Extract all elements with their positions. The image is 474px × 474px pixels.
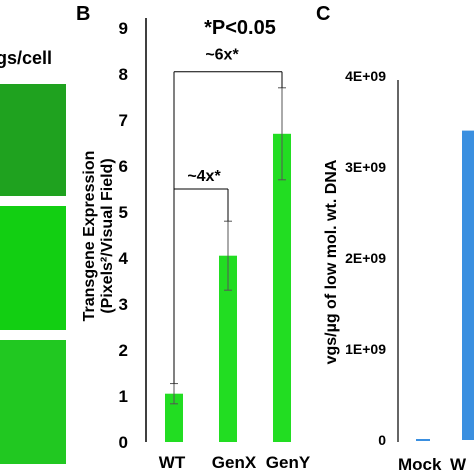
y-tick-label-b: 9 — [119, 19, 128, 38]
y-axis-label-line2: (Pixels²/Visual Field) — [99, 158, 116, 313]
panel-a-header: gs/cell — [0, 48, 52, 68]
fold-label-genx: ~4x* — [187, 168, 221, 185]
micrograph-bottom — [0, 340, 66, 464]
significance-label: *P<0.05 — [204, 17, 276, 39]
bars-b — [165, 87, 291, 443]
bar-w — [462, 130, 474, 440]
y-tick-label-c: 2E+09 — [345, 250, 386, 266]
panel-b: B 0 1 2 3 4 5 6 7 8 9 Transgene Expression (Pixel… — [76, 3, 311, 472]
micrograph-middle — [0, 206, 66, 330]
y-tick-label-b: 3 — [119, 295, 128, 314]
y-tick-label-c: 4E+09 — [345, 68, 386, 84]
category-labels-c: Mock W — [398, 455, 467, 474]
category-label-b: WT — [159, 453, 186, 472]
y-tick-label-c: 3E+09 — [345, 159, 386, 175]
y-axis-label-line1: Transgene Expression — [81, 151, 98, 322]
y-tick-label-b: 4 — [119, 249, 129, 268]
y-axis-label-b: Transgene Expression (Pixels²/Visual Fie… — [81, 151, 116, 322]
bar-wt — [165, 393, 183, 442]
y-tick-label-b: 0 — [119, 433, 128, 452]
y-tick-label-b: 8 — [119, 65, 128, 84]
bar-geny — [273, 133, 291, 443]
panel-a: gs/cell — [0, 48, 66, 464]
y-tick-label-c: 1E+09 — [345, 341, 386, 357]
panel-letter-c: C — [316, 3, 330, 25]
category-label-c: Mock — [398, 455, 442, 474]
category-labels-b: WT GenX GenY — [159, 453, 311, 472]
panel-letter-b: B — [76, 3, 90, 25]
y-tick-label-b: 1 — [119, 387, 128, 406]
y-ticks-b: 0 1 2 3 4 5 6 7 8 9 — [119, 19, 129, 452]
panel-c: C 0 1E+09 2E+09 3E+09 4E+09 vgs/µg of low mo… — [316, 3, 474, 474]
y-tick-label-c: 0 — [378, 432, 386, 448]
fold-label-geny: ~6x* — [205, 47, 239, 64]
category-label-b: GenX — [212, 453, 257, 472]
y-tick-label-b: 7 — [119, 111, 128, 130]
bars-c — [416, 130, 474, 441]
y-tick-label-b: 5 — [119, 203, 128, 222]
category-label-c: W — [450, 455, 467, 474]
y-ticks-c: 0 1E+09 2E+09 3E+09 4E+09 — [345, 68, 386, 448]
y-axis-label-c: vgs/µg of low mol. wt. DNA — [323, 159, 340, 364]
y-tick-label-b: 6 — [119, 157, 128, 176]
micrograph-top — [0, 84, 66, 196]
category-label-b: GenY — [266, 453, 311, 472]
y-tick-label-b: 2 — [119, 341, 128, 360]
annotations-b: *P<0.05 ~6x* ~4x* — [173, 17, 283, 384]
bar-genx — [219, 255, 237, 442]
